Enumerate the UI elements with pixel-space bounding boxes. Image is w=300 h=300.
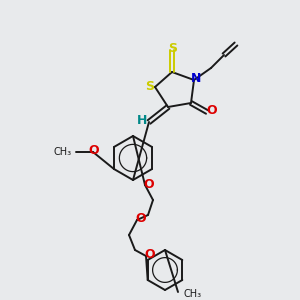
Text: O: O xyxy=(136,212,146,226)
Text: O: O xyxy=(207,104,217,118)
Text: CH₃: CH₃ xyxy=(183,289,201,299)
Text: O: O xyxy=(145,248,155,262)
Text: H: H xyxy=(137,115,147,128)
Text: O: O xyxy=(144,178,154,190)
Text: CH₃: CH₃ xyxy=(54,147,72,157)
Text: S: S xyxy=(146,80,154,92)
Text: N: N xyxy=(191,73,201,85)
Text: O: O xyxy=(89,145,99,158)
Text: S: S xyxy=(169,43,178,56)
